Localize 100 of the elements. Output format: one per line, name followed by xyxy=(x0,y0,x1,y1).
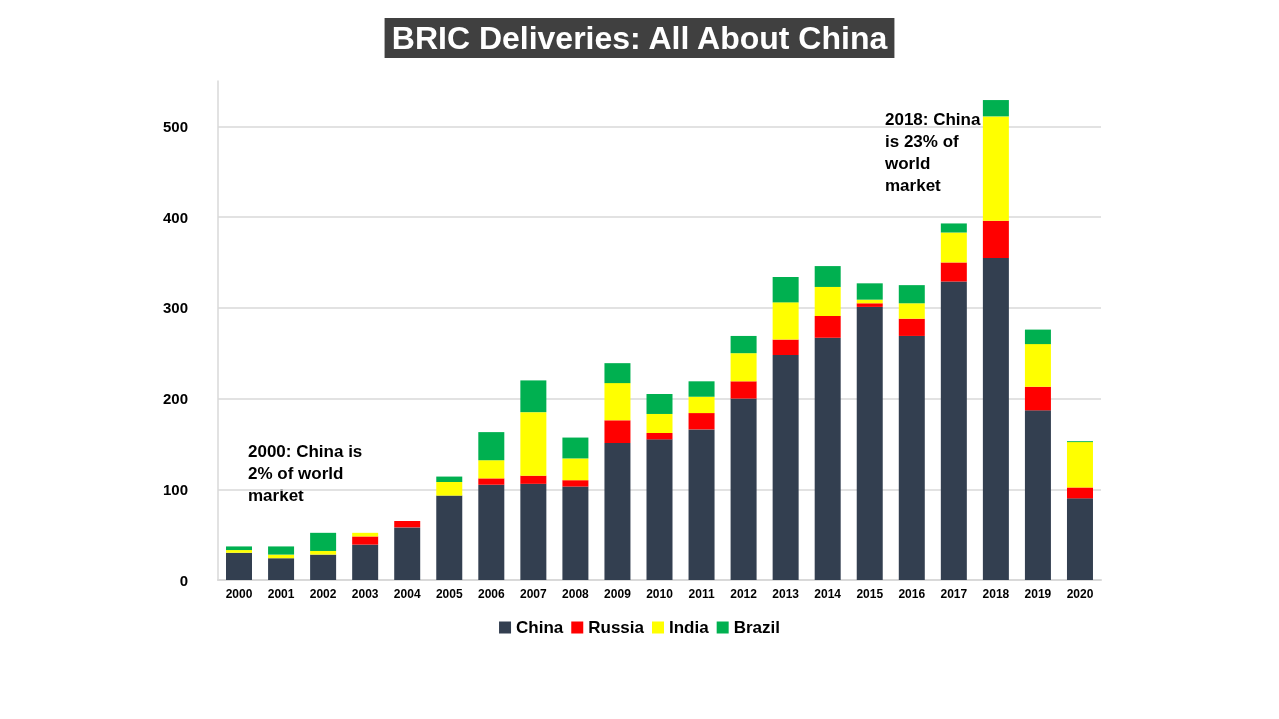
x-tick-label: 2018 xyxy=(982,587,1010,601)
bar xyxy=(730,353,757,382)
bar xyxy=(478,478,505,485)
bar xyxy=(772,355,799,580)
bar xyxy=(730,398,757,580)
x-tick-label: 2006 xyxy=(477,587,505,601)
bar xyxy=(604,420,631,443)
bar xyxy=(562,480,589,487)
bar xyxy=(688,429,715,580)
bar xyxy=(520,483,547,580)
x-tick-label: 2013 xyxy=(772,587,800,601)
bar xyxy=(310,554,337,580)
bar xyxy=(772,302,799,340)
bar xyxy=(646,433,673,440)
bar xyxy=(730,381,757,399)
bar xyxy=(940,223,967,233)
x-tick-label: 2004 xyxy=(393,587,421,601)
bar xyxy=(940,281,967,580)
bar xyxy=(1066,487,1093,499)
bar xyxy=(310,550,337,555)
x-tick-label: 2011 xyxy=(688,587,715,601)
bar xyxy=(1066,498,1093,580)
x-tick-label: 2020 xyxy=(1066,587,1094,601)
bar xyxy=(604,443,631,580)
y-tick-label: 500 xyxy=(162,117,188,135)
bar xyxy=(814,286,841,316)
bar xyxy=(982,100,1009,117)
bar xyxy=(436,476,463,483)
bar xyxy=(478,432,505,461)
bar xyxy=(772,276,799,303)
bar xyxy=(646,394,673,414)
bar xyxy=(436,495,463,580)
bar xyxy=(1024,329,1051,345)
y-tick-label: 300 xyxy=(162,299,188,317)
y-tick-label: 200 xyxy=(162,390,188,408)
bar xyxy=(898,318,925,336)
annotation: 2000: China is 2% of world market xyxy=(248,441,368,505)
bar xyxy=(772,339,799,355)
x-tick-label: 2010 xyxy=(646,587,674,601)
bar xyxy=(688,381,715,397)
bar xyxy=(688,413,715,430)
bar xyxy=(646,413,673,434)
x-tick-label: 2001 xyxy=(267,587,295,601)
x-tick-label: 2016 xyxy=(898,587,926,601)
chart-title: BRIC Deliveries: All About China xyxy=(391,20,888,56)
legend-label: India xyxy=(669,618,710,637)
bar xyxy=(604,383,631,421)
bar xyxy=(604,363,631,384)
bar xyxy=(940,232,967,263)
bar xyxy=(730,335,757,354)
x-tick-label: 2012 xyxy=(730,587,758,601)
bar xyxy=(394,521,421,528)
y-tick-label: 400 xyxy=(162,208,188,226)
x-tick-label: 2003 xyxy=(351,587,379,601)
bar xyxy=(814,337,841,580)
legend-label: Russia xyxy=(588,618,645,637)
bar xyxy=(520,380,547,413)
bar xyxy=(562,437,589,459)
bar xyxy=(646,439,673,580)
bar xyxy=(814,315,841,338)
bar xyxy=(226,550,253,553)
bar xyxy=(520,412,547,476)
bar xyxy=(352,536,379,545)
x-tick-label: 2005 xyxy=(435,587,463,601)
bar xyxy=(226,552,253,580)
bar xyxy=(436,482,463,496)
bar xyxy=(1066,442,1093,488)
x-tick-label: 2008 xyxy=(562,587,590,601)
x-tick-label: 2009 xyxy=(604,587,632,601)
bar xyxy=(856,283,883,300)
legend-label: China xyxy=(516,618,564,637)
bar xyxy=(268,546,295,555)
bar xyxy=(982,116,1009,221)
annotation: 2018: China is 23% of world market xyxy=(884,109,986,195)
bar xyxy=(562,486,589,580)
bar xyxy=(562,458,589,481)
x-tick-label: 2002 xyxy=(309,587,337,601)
bar xyxy=(268,558,295,580)
bar xyxy=(478,460,505,479)
y-tick-label: 0 xyxy=(179,571,188,589)
x-tick-label: 2017 xyxy=(940,587,968,601)
bar xyxy=(226,546,253,551)
bar xyxy=(982,220,1009,258)
bar xyxy=(856,303,883,307)
x-tick-label: 2019 xyxy=(1024,587,1052,601)
bar xyxy=(1024,344,1051,387)
bar xyxy=(1024,386,1051,411)
bar xyxy=(898,285,925,304)
x-tick-label: 2014 xyxy=(814,587,842,601)
bar xyxy=(898,303,925,319)
x-tick-label: 2015 xyxy=(856,587,884,601)
bar xyxy=(310,532,337,551)
bar xyxy=(814,266,841,287)
legend-label: Brazil xyxy=(733,618,780,637)
x-tick-label: 2000 xyxy=(225,587,253,601)
bar xyxy=(478,484,505,580)
bar xyxy=(1024,410,1051,580)
bar xyxy=(520,475,547,484)
bar xyxy=(856,306,883,580)
y-tick-label: 100 xyxy=(162,480,188,498)
